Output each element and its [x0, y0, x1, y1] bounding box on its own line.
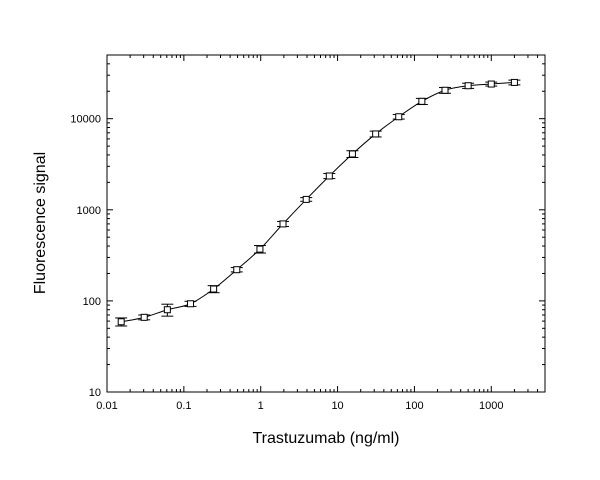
data-point — [184, 300, 197, 308]
square-marker — [279, 220, 287, 228]
data-point — [462, 82, 475, 90]
square-marker — [464, 82, 472, 90]
x-tick-label: 0.1 — [176, 400, 191, 412]
square-marker — [233, 266, 241, 274]
square-marker — [441, 86, 449, 94]
square-marker — [487, 80, 495, 88]
data-point — [323, 172, 336, 180]
data-point — [415, 97, 428, 106]
square-marker — [210, 285, 218, 293]
fit-curve — [121, 81, 515, 323]
x-axis-title: Trastuzumab (ng/ml) — [253, 430, 400, 447]
x-tick-label: 100 — [405, 400, 423, 412]
data-point — [439, 86, 452, 94]
square-marker — [256, 245, 264, 253]
x-tick-label: 10 — [331, 400, 343, 412]
square-marker — [418, 97, 426, 105]
square-marker — [348, 150, 356, 158]
square-marker — [510, 78, 518, 86]
square-marker — [372, 130, 380, 138]
data-point — [138, 313, 151, 321]
data-point — [277, 220, 290, 228]
data-point — [392, 113, 405, 121]
y-axis-ticks: 10 100 1000 10000 — [70, 54, 545, 399]
y-tick-label: 100 — [83, 296, 101, 308]
x-axis-ticks: 0.01 0.1 1 10 100 1000 — [96, 55, 546, 412]
square-marker — [302, 195, 310, 203]
fit-curve-layer — [121, 81, 515, 323]
y-axis-title: Fluorescence signal — [32, 152, 49, 294]
data-point — [161, 303, 174, 317]
plot-frame — [106, 54, 546, 393]
y-tick-label: 10 — [89, 387, 101, 399]
data-point — [300, 195, 313, 203]
y-tick-label: 10000 — [70, 114, 101, 126]
x-tick-label: 1000 — [479, 400, 503, 412]
data-points-layer — [115, 78, 521, 327]
data-point — [485, 80, 498, 88]
x-tick-label: 1 — [258, 400, 264, 412]
data-point — [230, 266, 243, 274]
square-marker — [186, 300, 194, 308]
square-marker — [140, 313, 148, 321]
data-point — [508, 78, 521, 86]
x-tick-label: 0.01 — [96, 400, 117, 412]
y-tick-label: 1000 — [77, 205, 101, 217]
data-point — [115, 317, 128, 327]
data-point — [346, 150, 359, 158]
square-marker — [395, 113, 403, 121]
data-point — [253, 245, 266, 254]
square-marker — [117, 318, 125, 326]
data-point — [207, 285, 220, 294]
square-marker — [163, 306, 171, 314]
data-point — [369, 130, 382, 138]
square-marker — [325, 172, 333, 180]
